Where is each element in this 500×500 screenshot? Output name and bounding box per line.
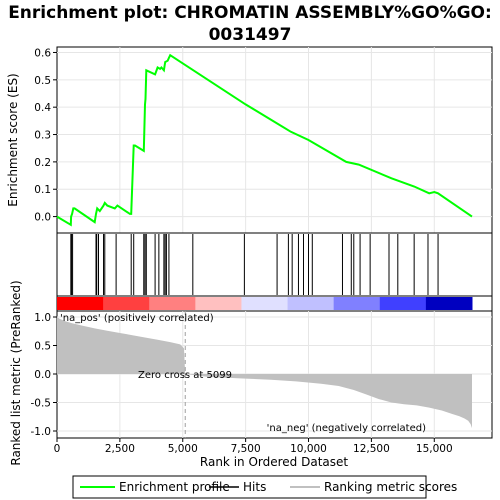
rank-bar-segment xyxy=(425,297,473,310)
legend: Enrichment profile Hits Ranking metric sco… xyxy=(72,475,457,499)
rank-bar-segment xyxy=(287,297,335,310)
es-panel-frame xyxy=(56,46,493,234)
metric-y-ticks: 1.0 0.5 0.0 -0.5 -1.0 xyxy=(31,312,57,438)
es-y-tick-label: 0.6 xyxy=(34,47,51,59)
hits-panel xyxy=(56,232,493,297)
metric-y-tick-label: -0.5 xyxy=(31,398,52,410)
es-y-ticks: 0.0 0.1 0.2 0.3 0.4 0.5 0.6 xyxy=(34,47,57,224)
metric-y-tick-label: 0.5 xyxy=(34,341,51,353)
es-gridlines xyxy=(57,47,492,233)
rank-bar-segment xyxy=(379,297,427,310)
rank-color-bar xyxy=(56,295,493,312)
ranking-metric-area xyxy=(57,317,472,429)
metric-x-tick-label: 5,000 xyxy=(168,443,198,455)
rank-bar-segment xyxy=(333,297,381,310)
es-y-tick-label: 0.2 xyxy=(34,157,51,169)
es-y-tick-label: 0.1 xyxy=(34,184,51,196)
legend-label: Ranking metric scores xyxy=(324,480,457,494)
metric-panel: 1.0 0.5 0.0 -0.5 -1.0 0 2,500 5,000 7,500 10,000… xyxy=(9,280,493,469)
legend-frame xyxy=(72,475,427,499)
rank-bar-segment xyxy=(103,297,150,310)
metric-y-tick-label: 0.0 xyxy=(34,369,51,381)
metric-x-tick-label: 7,500 xyxy=(231,443,261,455)
chart-title-line-2: 0031497 xyxy=(209,25,292,45)
metric-x-tick-label: 15,000 xyxy=(416,443,453,455)
rank-bar-segment xyxy=(195,297,242,310)
metric-x-tick-label: 10,000 xyxy=(290,443,327,455)
metric-y-tick-label: -1.0 xyxy=(31,426,52,438)
legend-label: Enrichment profile xyxy=(119,480,230,494)
legend-label: Hits xyxy=(243,480,266,494)
es-y-tick-label: 0.5 xyxy=(34,75,51,87)
legend-items: Enrichment profile Hits Ranking metric sco… xyxy=(80,480,457,494)
es-y-axis-label: Enrichment score (ES) xyxy=(6,73,20,206)
es-y-tick-label: 0.3 xyxy=(34,130,51,142)
es-panel: 0.0 0.1 0.2 0.3 0.4 0.5 0.6 Enrichment score (… xyxy=(6,46,493,234)
metric-y-axis-label: Ranked list metric (PreRanked) xyxy=(9,280,23,465)
enrichment-profile-line xyxy=(56,53,473,227)
metric-x-tick-label: 12,500 xyxy=(353,443,390,455)
metric-x-tick-label: 0 xyxy=(54,443,61,455)
metric-x-tick-label: 2,500 xyxy=(105,443,135,455)
rank-bar-segment xyxy=(57,297,104,310)
metric-x-ticks: 0 2,500 5,000 7,500 10,000 12,500 15,000 xyxy=(54,438,453,455)
hit-markers xyxy=(70,234,439,295)
rank-bar-segment xyxy=(241,297,289,310)
metric-x-axis-label: Rank in Ordered Dataset xyxy=(200,455,348,469)
es-y-tick-label: 0.4 xyxy=(34,102,51,114)
negative-correlation-label: 'na_neg' (negatively correlated) xyxy=(267,423,426,434)
es-y-tick-label: 0.0 xyxy=(34,212,51,224)
hits-panel-frame xyxy=(56,232,493,297)
chart-title-line-1: Enrichment plot: CHROMATIN ASSEMBLY%GO%G… xyxy=(8,3,492,23)
rank-bar-segment xyxy=(149,297,196,310)
positive-correlation-label: 'na_pos' (positively correlated) xyxy=(60,313,214,324)
rank-bar-segments xyxy=(57,297,473,310)
zero-cross-label: Zero cross at 5099 xyxy=(138,370,232,381)
metric-y-tick-label: 1.0 xyxy=(34,312,51,324)
